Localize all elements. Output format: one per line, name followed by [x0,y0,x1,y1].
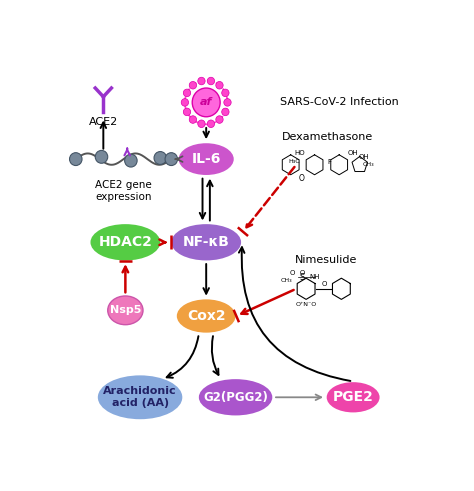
Circle shape [222,89,229,97]
Ellipse shape [98,375,182,419]
Text: ACE2 gene
expression: ACE2 gene expression [95,180,152,201]
Text: OH: OH [359,154,369,160]
Text: O  O: O O [291,270,306,275]
Circle shape [165,153,178,165]
Text: O: O [321,280,327,287]
Text: CH₃: CH₃ [281,277,292,283]
Text: Arachidonic
acid (AA): Arachidonic acid (AA) [103,386,177,408]
Circle shape [70,153,82,165]
Text: Nimesulide: Nimesulide [294,255,357,265]
Circle shape [198,120,205,128]
Circle shape [198,77,205,85]
Text: Dexamethasone: Dexamethasone [282,132,373,142]
Text: O: O [299,173,305,183]
Ellipse shape [91,224,160,260]
Text: PGE2: PGE2 [333,390,374,404]
Circle shape [183,108,191,116]
Circle shape [216,82,223,89]
Circle shape [207,77,215,85]
Text: H₃C: H₃C [288,159,300,164]
Ellipse shape [171,224,241,260]
Circle shape [189,116,197,123]
Circle shape [125,154,137,167]
Circle shape [154,152,166,164]
Circle shape [181,99,189,106]
Ellipse shape [327,382,380,412]
Text: O⁺N⁻O: O⁺N⁻O [295,301,317,307]
Text: G2(PGG2): G2(PGG2) [203,391,268,404]
Circle shape [183,89,191,97]
Text: NF-κB: NF-κB [183,235,229,249]
Circle shape [216,116,223,123]
Text: Cox2: Cox2 [187,309,226,323]
Text: af: af [200,97,212,108]
Ellipse shape [199,379,272,415]
Circle shape [192,88,220,117]
Ellipse shape [177,300,236,332]
Text: ACE2: ACE2 [89,117,118,127]
Text: IL-6: IL-6 [191,152,221,166]
Text: OH: OH [347,150,358,157]
Circle shape [189,82,197,89]
Text: F: F [327,159,331,165]
Text: CH₃: CH₃ [362,162,374,166]
Text: NH: NH [310,274,320,280]
Circle shape [224,99,231,106]
Circle shape [207,120,215,128]
Text: HO: HO [295,150,305,157]
Text: HDAC2: HDAC2 [99,235,152,249]
Circle shape [95,150,108,164]
Ellipse shape [179,143,234,175]
Circle shape [222,108,229,116]
Ellipse shape [108,296,143,325]
Text: S: S [300,273,305,282]
Text: SARS-CoV-2 Infection: SARS-CoV-2 Infection [280,97,399,108]
Text: Nsp5: Nsp5 [109,305,141,315]
